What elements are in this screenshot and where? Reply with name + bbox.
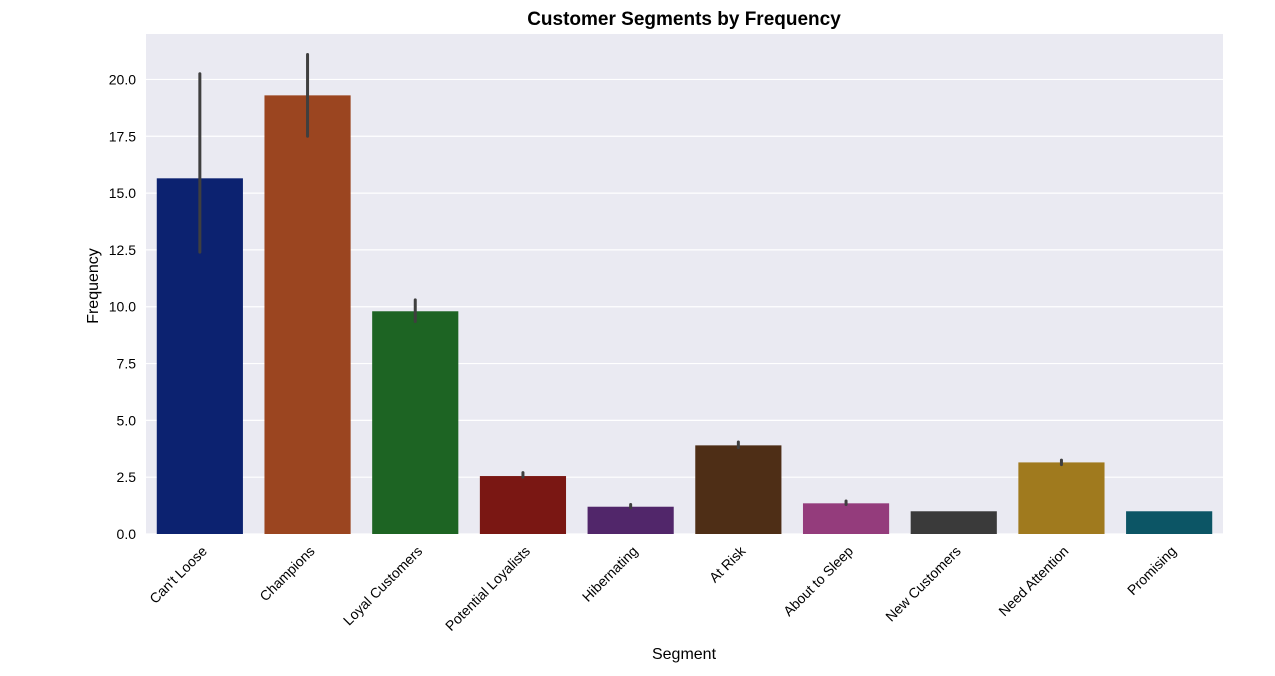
y-tick-label: 15.0 bbox=[109, 185, 136, 201]
y-tick-label: 5.0 bbox=[117, 412, 137, 428]
y-axis-label: Frequency bbox=[85, 248, 102, 324]
bar bbox=[264, 95, 351, 534]
y-tick-label: 12.5 bbox=[109, 242, 136, 258]
y-tick-label: 0.0 bbox=[117, 526, 137, 542]
bar bbox=[910, 511, 997, 534]
y-tick-label: 2.5 bbox=[117, 469, 137, 485]
bar bbox=[587, 506, 674, 534]
bar bbox=[802, 503, 890, 534]
y-axis-ticks: 0.0 2.5 5.0 7.5 10.0 12.5 15.0 17.5 20.0 bbox=[109, 71, 136, 542]
y-tick-label: 10.0 bbox=[109, 299, 136, 315]
bar bbox=[372, 311, 459, 534]
chart-title: Customer Segments by Frequency bbox=[527, 9, 841, 30]
x-axis-label: Segment bbox=[652, 646, 717, 663]
bar bbox=[695, 445, 782, 534]
bar bbox=[1126, 511, 1213, 534]
y-tick-label: 20.0 bbox=[109, 71, 136, 87]
bars bbox=[156, 95, 1213, 534]
error-bars bbox=[198, 52, 1063, 510]
y-tick-label: 17.5 bbox=[109, 128, 136, 144]
y-tick-label: 7.5 bbox=[117, 356, 137, 372]
bar bbox=[1018, 462, 1105, 534]
bar bbox=[479, 476, 567, 534]
